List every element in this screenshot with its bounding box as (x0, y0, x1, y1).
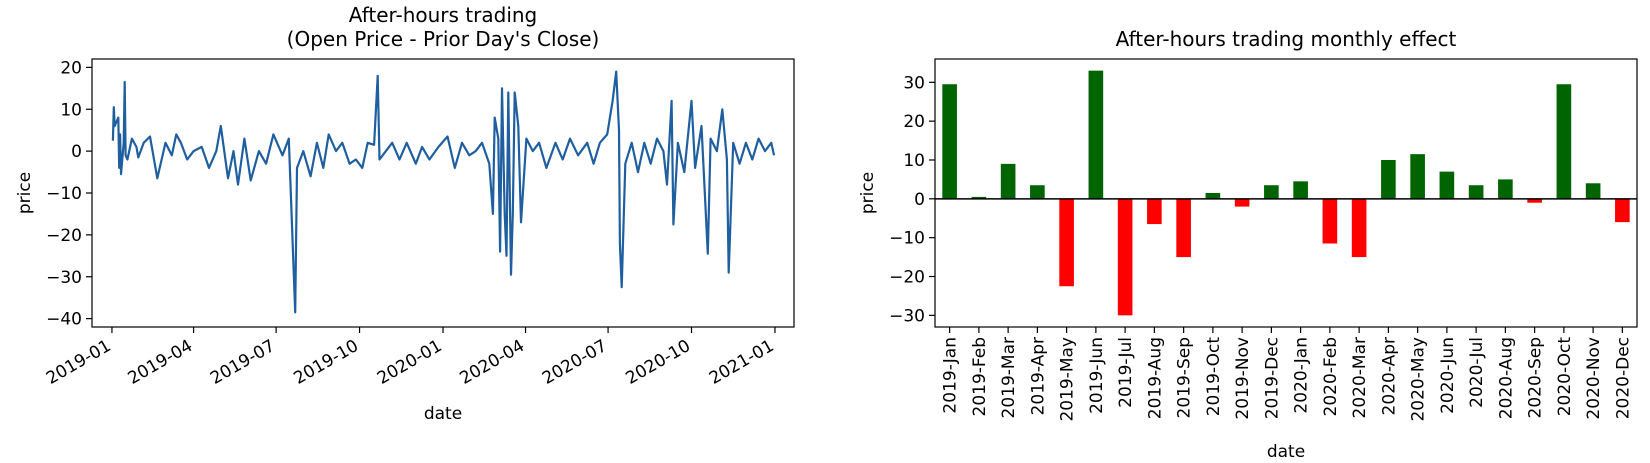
bar (1351, 198, 1367, 258)
x-tick-label: 2019-Jul (1116, 337, 1136, 408)
bar-series (942, 70, 1630, 316)
x-tick-label: 2020-May (1409, 337, 1429, 422)
bar (1615, 198, 1630, 223)
bar (1527, 198, 1542, 203)
line-chart-frame (91, 58, 795, 328)
x-tick-label: 2019-Aug (1145, 337, 1165, 419)
bar-chart-title: After-hours trading monthly effect (1116, 27, 1457, 51)
x-tick-label: 2020-Jun (1438, 337, 1458, 414)
bar-chart: After-hours trading monthly effect 30201… (858, 27, 1638, 462)
bar (1439, 171, 1455, 199)
x-tick-label: 2019-Sep (1175, 337, 1195, 418)
x-tick-label: 2021-01 (706, 336, 778, 389)
line-chart-xlabel: date (424, 404, 462, 424)
x-tick-label: 2019-Feb (970, 337, 990, 417)
y-tick-label: 10 (903, 151, 925, 171)
line-chart-ylabel: price (15, 172, 35, 214)
x-tick-label: 2020-07 (539, 336, 611, 389)
x-tick-label: 2019-Jan (941, 337, 961, 414)
x-tick-label: 2020-01 (374, 336, 446, 389)
y-tick-label: 30 (903, 73, 925, 93)
y-tick-label: 0 (71, 142, 82, 162)
x-tick-label: 2019-Oct (1204, 337, 1224, 417)
x-tick-label: 2020-Apr (1379, 337, 1399, 415)
bar (1088, 70, 1104, 199)
line-series (111, 70, 776, 314)
y-tick-label: −30 (889, 306, 925, 326)
bar (1030, 185, 1045, 199)
bar (1147, 198, 1162, 225)
x-tick-label: 2019-Mar (999, 337, 1019, 418)
bar (1381, 159, 1396, 199)
x-tick-label: 2020-Aug (1496, 337, 1516, 419)
line-chart-subtitle: (Open Price - Prior Day's Close) (287, 27, 600, 51)
y-tick-label: −20 (46, 226, 82, 246)
bar (942, 84, 957, 199)
bar (1264, 185, 1279, 199)
x-tick-label: 2019-01 (43, 336, 115, 389)
bar (1117, 198, 1133, 316)
x-tick-label: 2020-Oct (1555, 337, 1575, 417)
bar (1205, 193, 1221, 199)
bar (1322, 198, 1338, 244)
y-tick-label: −10 (889, 229, 925, 249)
x-tick-label: 2020-Dec (1613, 337, 1633, 419)
x-tick-label: 2020-Nov (1584, 337, 1604, 420)
x-tick-label: 2020-Sep (1526, 337, 1546, 418)
bar (1293, 181, 1308, 199)
y-tick-label: −30 (46, 268, 82, 288)
x-tick-label: 2019-Nov (1233, 337, 1253, 420)
x-tick-label: 2019-May (1058, 337, 1078, 422)
x-tick-label: 2019-Jun (1087, 337, 1107, 414)
bar (1556, 84, 1572, 199)
bar (1000, 163, 1016, 199)
y-tick-label: −10 (46, 184, 82, 204)
y-tick-label: 20 (903, 112, 925, 132)
bar-chart-axes: 30 20 10 0 −10 −20 −30 2019-Jan 2019-Feb 2019-Mar… (889, 73, 1637, 422)
y-tick-label: 10 (60, 100, 82, 120)
y-tick-label: −20 (889, 268, 925, 288)
x-tick-label: 2019-Dec (1262, 337, 1282, 419)
bar (1176, 198, 1191, 258)
x-tick-label: 2019-04 (125, 336, 197, 389)
x-tick-label: 2020-Jul (1467, 337, 1487, 408)
x-tick-label: 2020-Mar (1350, 337, 1370, 418)
x-tick-label: 2020-Jan (1292, 337, 1312, 414)
line-chart-title: After-hours trading (349, 3, 538, 27)
x-tick-label: 2019-Apr (1028, 337, 1048, 415)
bar (1234, 198, 1250, 207)
x-tick-label: 2019-07 (207, 336, 279, 389)
x-tick-label: 2020-Feb (1321, 337, 1341, 417)
bar (971, 196, 987, 199)
bar-chart-xlabel: date (1267, 442, 1305, 462)
bar (1410, 154, 1425, 199)
y-tick-label: 20 (60, 58, 82, 78)
y-tick-label: −40 (46, 310, 82, 330)
bar (1498, 179, 1513, 199)
line-chart: After-hours trading (Open Price - Prior … (15, 3, 795, 424)
bar (1059, 198, 1074, 287)
x-tick-label: 2019-10 (291, 336, 363, 389)
x-tick-label: 2020-10 (622, 336, 694, 389)
bar (1468, 185, 1484, 199)
x-tick-label: 2020-04 (457, 336, 529, 389)
bar-chart-frame (934, 58, 1638, 328)
y-tick-label: 0 (914, 190, 925, 210)
bar (1585, 183, 1601, 199)
bar-chart-ylabel: price (858, 172, 878, 214)
